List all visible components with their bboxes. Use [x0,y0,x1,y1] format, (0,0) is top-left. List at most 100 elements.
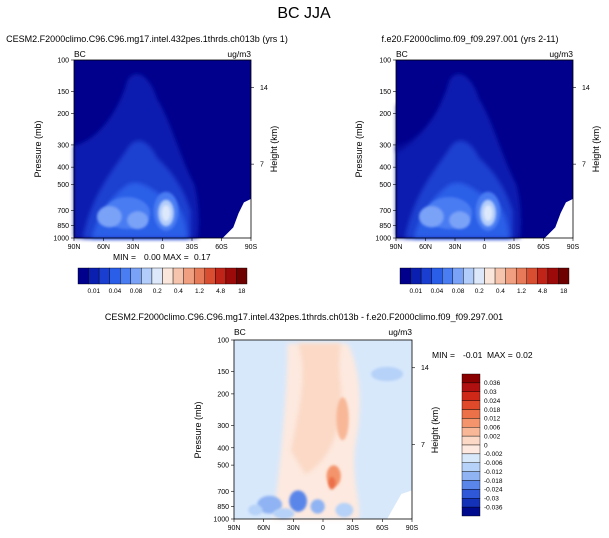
contour-region [419,205,444,228]
colorbar-swatch [420,267,432,285]
height-tick-label: 14 [582,85,590,92]
contour-region [273,508,295,519]
y-axis-label: Pressure (mb) [33,120,43,177]
variable-label: BC [396,49,408,59]
colorbar-swatch [505,267,517,285]
x-tick-label: 30S [346,525,359,532]
y-tick-label: 850 [57,223,69,230]
colorbar-label: 0.01 [88,288,101,295]
colorbar-swatch [461,444,481,455]
y-tick-label: 500 [57,182,69,189]
colorbar-swatch [537,267,549,285]
colorbar-swatch [151,267,163,285]
max-value: 0.17 [194,252,211,262]
contour-region [257,495,283,514]
colorbar-swatch [461,462,481,472]
y-tick-label: 700 [57,208,69,215]
y-axis-label-right: Height (km) [430,407,440,454]
x-tick-label: 30S [508,244,521,251]
min-value: -0.01 [463,350,483,360]
colorbar-swatch [461,506,481,517]
plot-area [395,59,574,239]
colorbar-label: -0.018 [484,478,503,485]
colorbar-swatch [461,400,481,410]
colorbar: 0.01 0.04 0.08 0.2 0.4 1.2 4.8 18 [77,267,248,295]
contour-region [97,205,122,228]
x-tick-label: 90S [245,244,258,251]
colorbar-label: 0.01 [410,288,423,295]
colorbar-label: -0.012 [484,469,503,476]
y-tick-label: 300 [217,423,229,430]
colorbar-label: 0 [484,442,488,449]
y-axis-label-right: Height (km) [269,126,279,173]
missing-data-region [387,490,412,519]
colorbar-swatch [183,267,195,285]
colorbar-swatch [162,267,174,285]
units-label: ug/m3 [227,49,251,59]
colorbar-swatch [473,267,485,285]
panel-difference: CESM2.F2000climo.C96.C96.mg17.intel.432p… [105,312,533,532]
colorbar-label: 0.04 [431,288,444,295]
colorbar-swatch [431,267,443,285]
colorbar-swatch [461,498,481,508]
contour-region [396,104,439,153]
y-tick-label: 700 [379,208,391,215]
plot-area [233,339,413,520]
page-title: BC JJA [277,5,331,22]
contour-region [310,499,325,514]
colorbar-swatch [225,267,237,285]
panel-control: CESM2.F2000climo.C96.C96.mg17.intel.432p… [6,34,288,295]
x-tick-label: 60N [419,244,432,251]
colorbar-swatch [461,489,481,499]
colorbar-swatch [461,471,481,481]
colorbar-label: 0.08 [130,288,143,295]
colorbar-swatch [141,267,153,285]
colorbar-swatch [461,373,481,384]
units-label: ug/m3 [388,327,412,337]
height-tick-label: 7 [582,162,586,169]
y-tick-label: 200 [379,111,391,118]
colorbar-label: 0.2 [475,288,484,295]
min-value: 0.00 [144,252,161,262]
colorbar-label: -0.03 [484,496,499,503]
variable-label: BC [74,49,86,59]
contour-region [336,397,349,441]
contour-region [328,476,336,490]
colorbar-swatch [98,267,110,285]
x-tick-label: 60N [97,244,110,251]
height-tick-label: 7 [260,162,264,169]
x-tick-label: 30N [127,244,140,251]
panel-title: CESM2.F2000climo.C96.C96.mg17.intel.432p… [105,312,503,322]
y-axis-label: Pressure (mb) [354,120,364,177]
colorbar-label: 4.8 [216,288,225,295]
panel-reference: f.e20.F2000climo.f09_f09.297.001 (yrs 2-… [354,34,601,295]
height-tick-label: 14 [421,365,429,372]
y-tick-label: 150 [57,89,69,96]
height-tick-label: 14 [260,85,268,92]
y-tick-label: 200 [57,111,69,118]
y-tick-label: 1000 [375,236,391,243]
max-label: MAX = [163,252,189,262]
panel-title: CESM2.F2000climo.C96.C96.mg17.intel.432p… [6,34,288,44]
colorbar-label: -0.002 [484,451,503,458]
colorbar-label: 0.03 [484,389,497,396]
colorbar-label: 0.4 [496,288,505,295]
plot-area [73,59,252,239]
colorbar-swatch [494,267,506,285]
y-tick-label: 400 [379,165,391,172]
x-tick-label: 30S [186,244,199,251]
colorbar-swatch [442,267,454,285]
colorbar-swatch [77,267,89,285]
y-tick-label: 100 [217,338,229,345]
y-tick-label: 200 [217,391,229,398]
colorbar-label: 0.036 [484,380,501,387]
colorbar-label: -0.006 [484,460,503,467]
colorbar-label: 0.018 [484,407,501,414]
contour-region [127,211,149,230]
y-tick-label: 300 [379,142,391,149]
x-tick-label: 90S [406,525,419,532]
y-tick-label: 850 [379,223,391,230]
y-tick-label: 1000 [213,517,229,524]
